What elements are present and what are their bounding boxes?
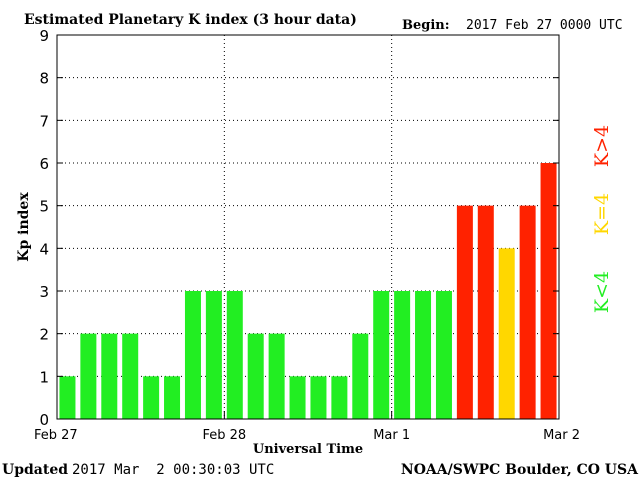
y-tick-label: 3	[39, 283, 49, 301]
bar-12	[310, 376, 327, 419]
source-credit: NOAA/SWPC Boulder, CO USA	[401, 462, 639, 478]
y-tick-label: 1	[39, 368, 49, 386]
bar-0	[59, 376, 76, 419]
bar-21	[498, 248, 515, 419]
bar-10	[268, 333, 285, 419]
bar-14	[352, 333, 369, 419]
bar-6	[184, 291, 201, 419]
bar-3	[122, 333, 139, 419]
bar-16	[394, 291, 411, 419]
bar-7	[205, 291, 222, 419]
plot-frame	[56, 34, 560, 420]
bar-15	[373, 291, 390, 419]
bar-11	[289, 376, 306, 419]
bar-17	[415, 291, 432, 419]
legend-k-below-4: K<4	[591, 271, 613, 313]
x-axis-label: Universal Time	[253, 442, 363, 457]
y-tick-label: 9	[39, 27, 49, 45]
bar-20	[477, 205, 494, 419]
chart-title: Estimated Planetary K index (3 hour data…	[24, 12, 357, 28]
bar-2	[101, 333, 118, 419]
bar-5	[164, 376, 181, 419]
bar-18	[435, 291, 452, 419]
y-tick-label: 4	[39, 240, 49, 258]
y-tick-label: 7	[39, 112, 49, 130]
y-tick-label: 2	[39, 326, 49, 344]
x-tick-label: Feb 28	[202, 428, 246, 443]
bar-series	[59, 163, 557, 419]
bar-13	[331, 376, 348, 419]
bar-22	[519, 205, 536, 419]
legend-k-equals-4: K=4	[591, 193, 613, 235]
x-tick-label: Mar 1	[373, 428, 410, 443]
bar-1	[80, 333, 97, 419]
begin-label: Begin:	[402, 18, 450, 33]
legend-k-above-4: K>4	[591, 125, 613, 167]
x-axis: Feb 27 Feb 28 Mar 1 Mar 2	[34, 411, 580, 443]
bar-8	[226, 291, 243, 419]
plot-area: 0 1 2 3 4 5 6 7 8 9 Feb 27 Feb 28 Mar 1 Mar 2	[34, 27, 580, 443]
y-tick-label: 0	[39, 411, 49, 429]
bar-19	[456, 205, 473, 419]
bar-4	[143, 376, 160, 419]
begin-value: 2017 Feb 27 0000 UTC	[466, 18, 623, 33]
updated-label: Updated	[2, 462, 68, 478]
x-tick-label: Feb 27	[34, 428, 78, 443]
updated-value: 2017 Mar 2 00:30:03 UTC	[72, 462, 274, 478]
y-tick-label: 8	[39, 70, 49, 88]
gridlines	[57, 35, 559, 419]
bar-9	[247, 333, 264, 419]
y-axis: 0 1 2 3 4 5 6 7 8 9	[39, 27, 559, 429]
bar-23	[540, 163, 557, 419]
y-tick-label: 6	[39, 155, 49, 173]
y-tick-label: 5	[39, 198, 49, 216]
x-tick-label: Mar 2	[543, 428, 580, 443]
y-axis-label: Kp index	[16, 192, 32, 262]
